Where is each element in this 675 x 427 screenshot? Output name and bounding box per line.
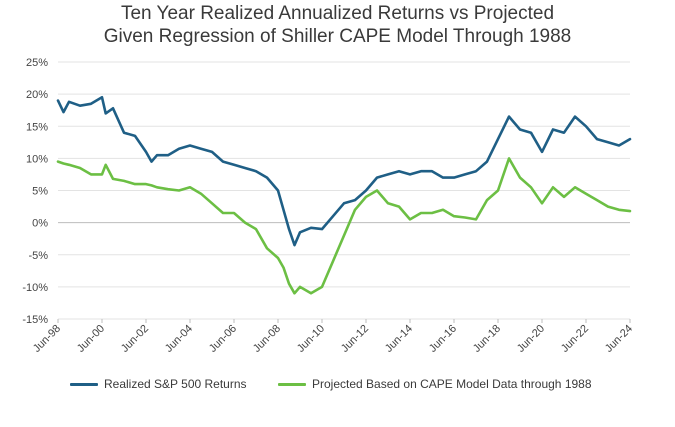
chart-subtitle: Given Regression of Shiller CAPE Model T… xyxy=(103,26,572,47)
x-tick-label: Jun-06 xyxy=(207,323,239,355)
x-tick-label: Jun-10 xyxy=(295,323,327,355)
y-tick-label: 20% xyxy=(26,89,48,101)
x-tick-label: Jun-22 xyxy=(559,323,591,355)
y-tick-label: -10% xyxy=(22,282,48,294)
y-tick-label: 5% xyxy=(32,186,48,198)
x-tick-label: Jun-02 xyxy=(119,323,151,355)
x-axis-ticks: Jun-98 Jun-00 Jun-02 Jun-04 Jun-06 Jun-08 Jun-… xyxy=(31,319,635,355)
y-axis-ticks: 25% 20% 15% 10% 5% 0% -5% -10% -15% xyxy=(22,57,48,326)
y-tick-label: 0% xyxy=(32,218,48,230)
legend-label-projected: Projected Based on CAPE Model Data throu… xyxy=(312,377,592,391)
y-tick-label: -15% xyxy=(22,314,48,326)
grid-layer xyxy=(58,61,630,320)
chart-title-line-1: Ten Year Realized Annualized Returns vs … xyxy=(120,3,555,24)
series-layer xyxy=(56,96,632,295)
x-tick-label: Jun-20 xyxy=(515,323,547,355)
x-tick-label: Jun-04 xyxy=(163,323,195,355)
y-tick-label: 15% xyxy=(26,121,48,133)
legend: Realized S&P 500 Returns Projected Based… xyxy=(0,377,675,395)
chart-title: Ten Year Realized Annualized Returns vs … xyxy=(0,2,675,48)
x-tick-label: Jun-24 xyxy=(603,323,635,355)
x-tick-label: Jun-16 xyxy=(427,323,459,355)
y-tick-label: -5% xyxy=(28,250,48,262)
legend-swatch-projected xyxy=(278,382,306,386)
y-tick-label: 25% xyxy=(26,57,48,69)
legend-item-realized: Realized S&P 500 Returns xyxy=(70,377,247,391)
series-line-projected xyxy=(56,157,632,295)
x-tick-label: Jun-18 xyxy=(471,323,503,355)
series-line-realized xyxy=(56,96,632,247)
x-tick-label: Jun-14 xyxy=(383,323,415,355)
x-tick-label: Jun-00 xyxy=(75,323,107,355)
x-tick-label: Jun-12 xyxy=(339,323,371,355)
x-tick-label: Jun-08 xyxy=(251,323,283,355)
legend-item-projected: Projected Based on CAPE Model Data throu… xyxy=(278,377,592,391)
y-tick-label: 10% xyxy=(26,153,48,165)
legend-swatch-realized xyxy=(70,382,98,386)
x-tick-label: Jun-98 xyxy=(31,323,63,355)
legend-label-realized: Realized S&P 500 Returns xyxy=(104,377,247,391)
